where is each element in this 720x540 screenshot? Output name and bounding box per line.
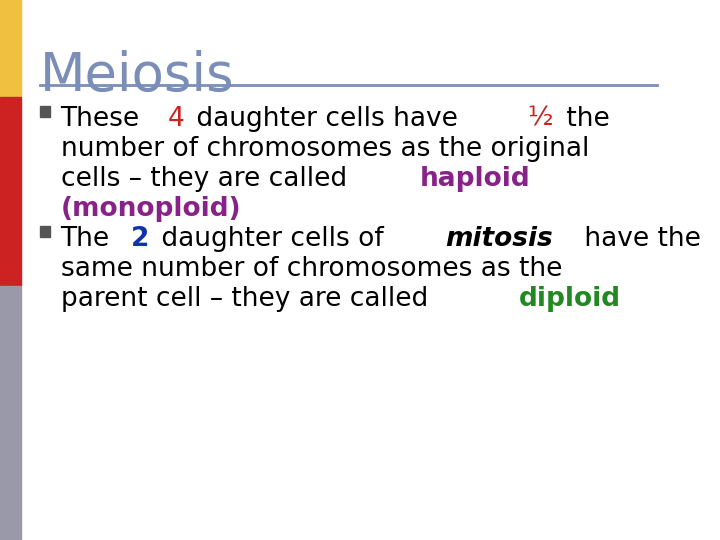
Text: mitosis: mitosis (445, 226, 552, 252)
Text: the: the (558, 106, 610, 132)
Text: number of chromosomes as the original: number of chromosomes as the original (60, 136, 589, 162)
Bar (0, 0, 21, 97)
Text: haploid: haploid (420, 166, 531, 192)
Text: daughter cells have: daughter cells have (188, 106, 466, 132)
Text: parent cell – they are called: parent cell – they are called (60, 286, 436, 312)
Bar (0, 97, 21, 286)
Text: These: These (60, 106, 148, 132)
Bar (40, 106, 50, 117)
Text: diploid: diploid (519, 286, 621, 312)
Text: cells – they are called: cells – they are called (60, 166, 355, 192)
Text: daughter cells of: daughter cells of (153, 226, 392, 252)
Text: 4: 4 (167, 106, 184, 132)
Text: ½: ½ (527, 106, 553, 132)
Bar (0, 286, 21, 540)
Text: 2: 2 (130, 226, 149, 252)
Text: have the: have the (576, 226, 701, 252)
Text: Meiosis: Meiosis (40, 50, 234, 102)
Text: The: The (60, 226, 118, 252)
Bar (40, 226, 50, 237)
Text: same number of chromosomes as the: same number of chromosomes as the (60, 256, 562, 282)
Text: (monoploid): (monoploid) (60, 196, 241, 222)
